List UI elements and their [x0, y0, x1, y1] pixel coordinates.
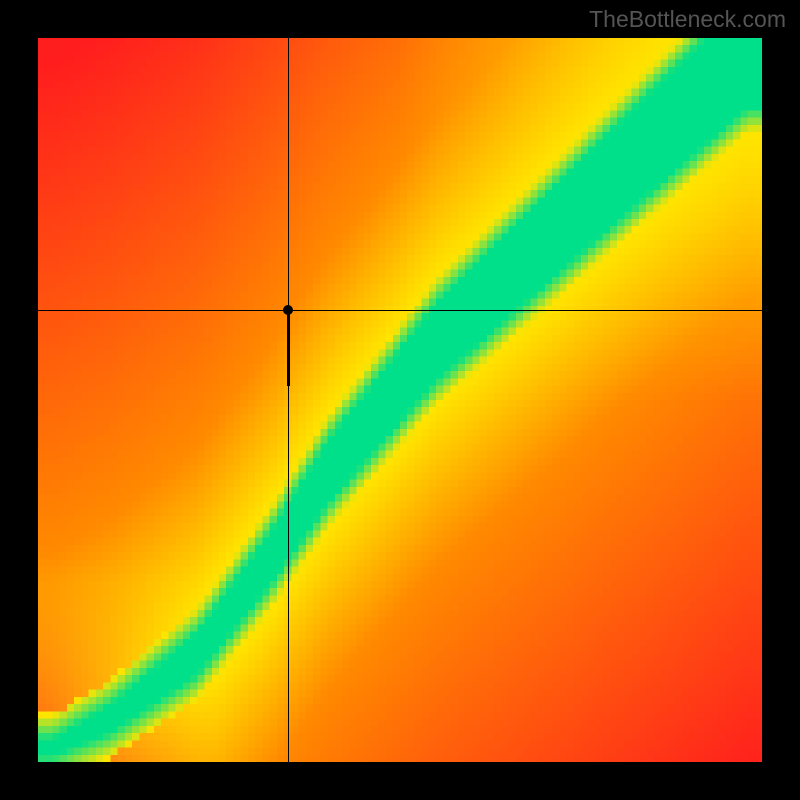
watermark-text: TheBottleneck.com	[589, 6, 786, 33]
bottleneck-heatmap	[38, 38, 762, 762]
chart-frame: TheBottleneck.com	[0, 0, 800, 800]
crosshair-vertical	[288, 38, 289, 762]
selection-marker	[283, 305, 293, 315]
crosshair-vertical-stub	[287, 310, 290, 386]
crosshair-horizontal	[38, 310, 762, 311]
